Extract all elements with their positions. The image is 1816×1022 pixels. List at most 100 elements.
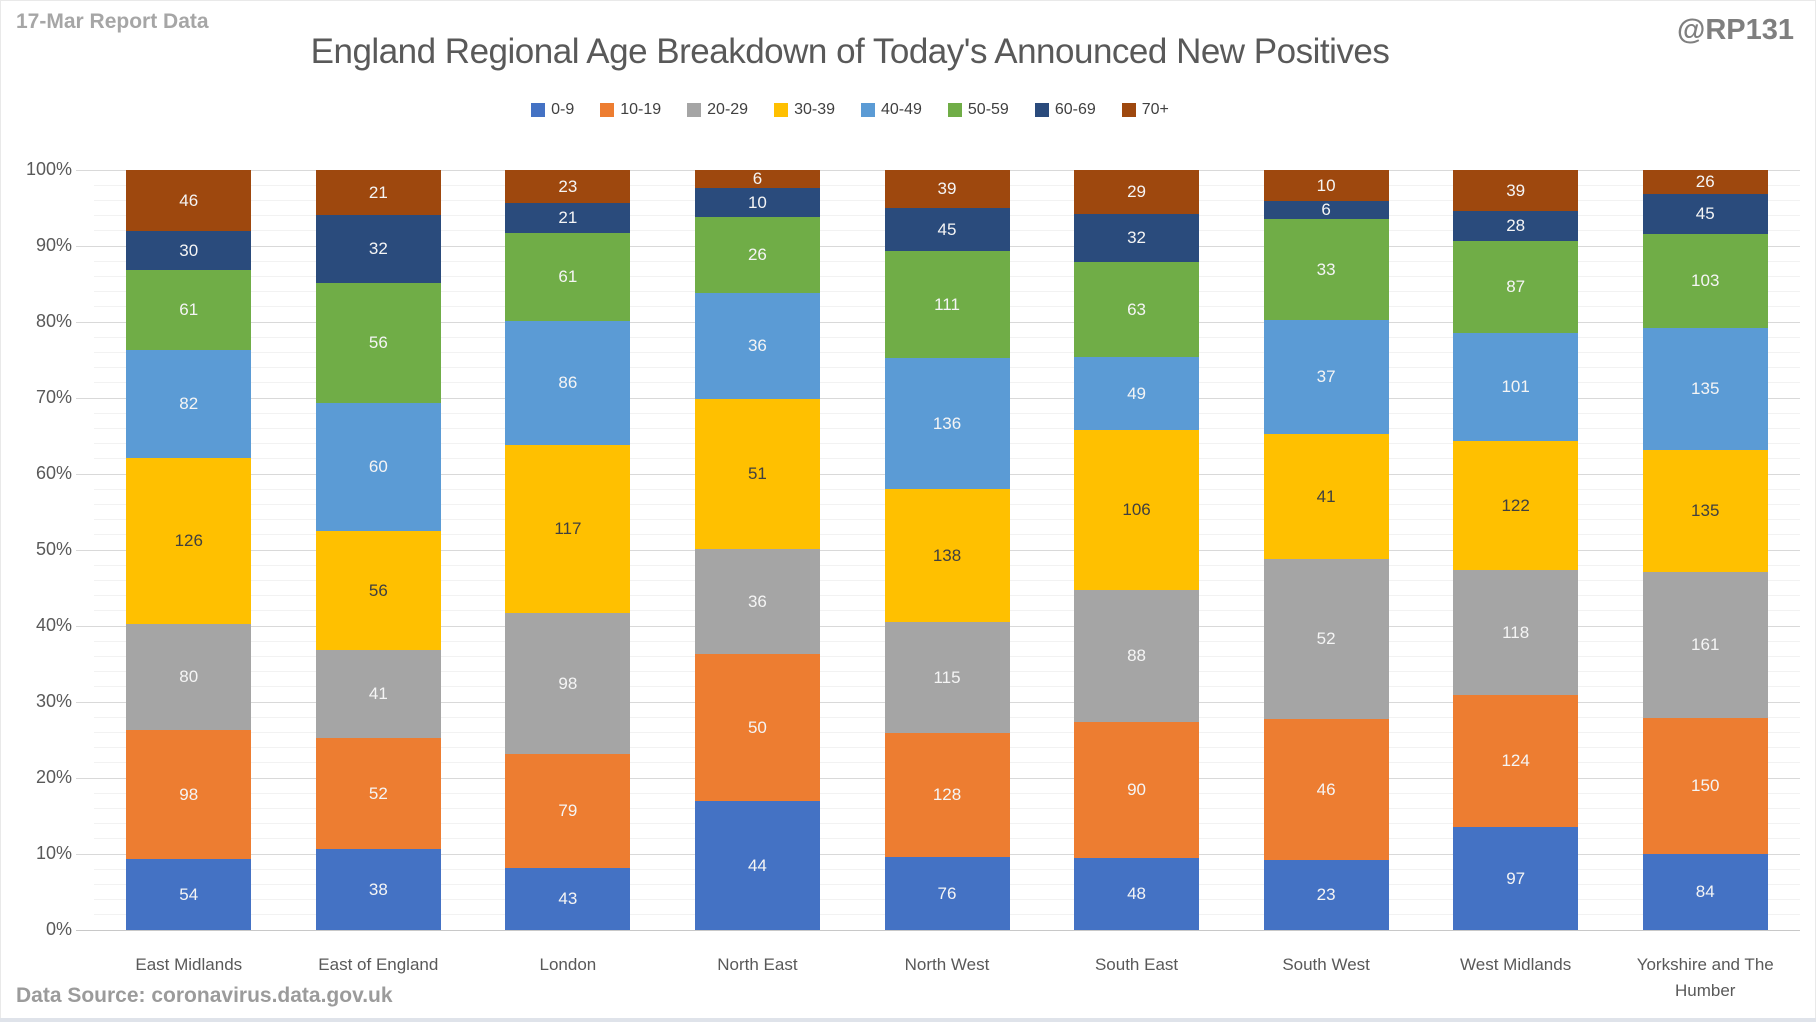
segment-value: 30 xyxy=(179,240,199,260)
bar-segment: 6 xyxy=(694,169,820,188)
segment-value: 106 xyxy=(1122,500,1151,519)
segment-value: 80 xyxy=(179,667,199,686)
segment-value: 39 xyxy=(937,179,957,198)
bar-segment: 46 xyxy=(126,170,252,231)
segment-value: 46 xyxy=(179,190,199,210)
legend-label: 60-69 xyxy=(1054,101,1096,118)
x-axis-category-label: South West xyxy=(1282,955,1370,974)
bar-segment: 28 xyxy=(1453,211,1579,241)
bar-segment: 41 xyxy=(315,650,441,738)
bar-segment: 124 xyxy=(1453,695,1579,827)
segment-value: 56 xyxy=(368,580,388,600)
bar-segment: 38 xyxy=(315,849,441,930)
segment-value: 33 xyxy=(1316,259,1336,279)
major-gridline xyxy=(76,929,1800,931)
segment-value: 124 xyxy=(1501,751,1530,770)
bar-segment: 63 xyxy=(1074,262,1200,357)
bar-segment: 29 xyxy=(1074,170,1200,214)
segment-value: 23 xyxy=(1316,885,1336,904)
bar-segment: 82 xyxy=(126,350,252,458)
segment-value: 28 xyxy=(1506,216,1526,235)
legend-label: 0-9 xyxy=(551,101,575,118)
segment-value: 76 xyxy=(937,883,957,903)
legend-item-40-49: 40-49 xyxy=(860,101,922,119)
segment-value: 86 xyxy=(558,373,578,392)
bar-segment: 86 xyxy=(505,321,631,445)
segment-value: 51 xyxy=(747,464,767,483)
bar-segment: 84 xyxy=(1642,854,1768,930)
bar-segment: 39 xyxy=(1453,170,1579,211)
bar-segment: 48 xyxy=(1074,858,1200,930)
y-axis-tick-label: 60% xyxy=(35,463,72,483)
bar-segment: 135 xyxy=(1642,328,1768,450)
chart-title: England Regional Age Breakdown of Today'… xyxy=(310,32,1390,71)
bar-segment: 32 xyxy=(1074,214,1200,262)
bar-segment: 37 xyxy=(1263,320,1389,434)
x-axis-category-label: Yorkshire and The Humber xyxy=(1636,955,1774,1000)
segment-value: 135 xyxy=(1691,379,1720,398)
y-axis-tick-label: 0% xyxy=(45,919,72,939)
bar-segment: 36 xyxy=(694,293,820,399)
y-axis-tick-label: 20% xyxy=(35,767,72,787)
segment-value: 84 xyxy=(1695,882,1715,901)
bar-segment: 45 xyxy=(884,208,1010,251)
segment-value: 45 xyxy=(1695,204,1715,223)
bar-segment: 61 xyxy=(505,233,631,321)
bar-segment: 6 xyxy=(1263,200,1389,219)
bar-segment: 26 xyxy=(1642,170,1768,194)
segment-value: 23 xyxy=(558,176,578,196)
x-axis-category-label: North East xyxy=(717,955,798,974)
x-axis-category-label: East of England xyxy=(318,955,439,974)
bar-segment: 88 xyxy=(1074,590,1200,722)
x-axis-category-label: London xyxy=(539,955,597,974)
segment-value: 126 xyxy=(174,531,203,550)
legend-item-0-9: 0-9 xyxy=(531,101,574,119)
bar-segment: 76 xyxy=(884,857,1010,930)
bar-segment: 23 xyxy=(505,170,631,203)
bar-segment: 128 xyxy=(884,733,1010,857)
bar-segment: 51 xyxy=(694,399,820,549)
bar-segment: 61 xyxy=(126,270,252,350)
legend-label: 40-49 xyxy=(880,101,922,118)
segment-value: 46 xyxy=(1316,779,1336,799)
segment-value: 63 xyxy=(1127,299,1146,319)
segment-value: 21 xyxy=(558,208,578,227)
segment-value: 111 xyxy=(934,294,960,314)
segment-value: 136 xyxy=(932,413,962,433)
x-axis-category-label: North West xyxy=(904,955,990,974)
y-axis-tick-label: 50% xyxy=(35,539,72,559)
bar-segment: 33 xyxy=(1263,219,1389,320)
bar-segment: 79 xyxy=(505,754,631,868)
segment-value: 50 xyxy=(747,717,767,737)
y-axis-tick-label: 90% xyxy=(35,235,72,255)
x-axis-category-label: West Midlands xyxy=(1460,955,1572,974)
segment-value: 48 xyxy=(1127,884,1146,903)
legend-swatch-icon xyxy=(774,103,789,117)
bar-segment: 56 xyxy=(315,531,441,650)
bar-segment: 98 xyxy=(126,730,252,859)
segment-value: 161 xyxy=(1691,635,1720,654)
segment-value: 26 xyxy=(747,245,767,264)
window-edge xyxy=(0,1018,1816,1022)
segment-value: 60 xyxy=(368,457,388,476)
legend-label: 70+ xyxy=(1141,101,1169,118)
bar-segment: 26 xyxy=(694,217,820,293)
segment-value: 39 xyxy=(1506,180,1526,200)
author-handle: @RP131 xyxy=(1677,14,1794,46)
segment-value: 6 xyxy=(752,169,763,188)
segment-value: 29 xyxy=(1127,182,1146,201)
segment-value: 61 xyxy=(558,267,578,286)
bar-segment: 45 xyxy=(1642,194,1768,234)
bar-segment: 56 xyxy=(315,283,441,403)
bar-segment: 44 xyxy=(694,801,820,930)
bar-segment: 103 xyxy=(1642,234,1768,328)
bar-segment: 23 xyxy=(1263,860,1389,930)
segment-value: 79 xyxy=(558,801,578,820)
legend-item-20-29: 20-29 xyxy=(687,101,748,119)
segment-value: 82 xyxy=(179,394,199,413)
legend-swatch-icon xyxy=(531,103,546,117)
bar-segment: 126 xyxy=(126,458,252,624)
y-axis-tick-label: 30% xyxy=(35,691,72,711)
